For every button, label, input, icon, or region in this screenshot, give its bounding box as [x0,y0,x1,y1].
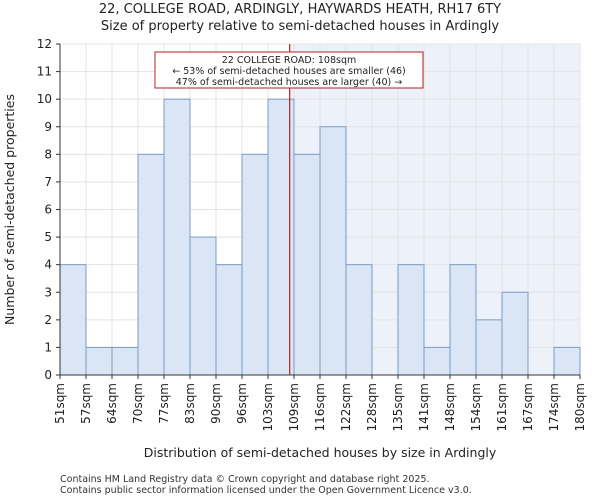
y-tick-label: 1 [44,340,52,354]
footer-line-2: Contains public sector information licen… [60,485,472,496]
y-tick-label: 10 [37,92,52,106]
x-tick-label: 148sqm [443,383,457,431]
x-tick-label: 128sqm [365,383,379,431]
x-tick-label: 141sqm [417,383,431,431]
x-tick-label: 167sqm [521,383,535,431]
histogram-bar [85,346,113,376]
x-axis-title: Distribution of semi-detached houses by … [144,445,497,460]
histogram-bar [449,264,477,376]
histogram-bar [241,153,269,376]
footer-line-1: Contains HM Land Registry data © Crown c… [60,474,430,485]
histogram-bar [319,126,347,376]
histogram-bar [59,264,87,376]
histogram-bar [163,98,191,376]
histogram-bar [111,346,139,376]
chart-title: 22, COLLEGE ROAD, ARDINGLY, HAYWARDS HEA… [98,2,502,17]
annotation-line-3: 47% of semi-detached houses are larger (… [176,77,403,88]
x-tick-label: 77sqm [157,383,171,424]
histogram-bar [553,346,581,376]
x-tick-label: 154sqm [469,383,483,431]
x-tick-label: 51sqm [53,383,67,424]
y-tick-label: 6 [44,203,52,217]
x-tick-label: 57sqm [79,383,93,424]
y-tick-label: 3 [44,285,52,299]
y-tick-label: 5 [44,230,52,244]
y-axis-title: Number of semi-detached properties [2,94,17,325]
y-tick-label: 11 [37,65,52,79]
histogram-bar [345,264,373,376]
x-tick-label: 70sqm [131,383,145,424]
histogram-bar [215,264,243,376]
histogram-bar [397,264,425,376]
histogram-bar [189,236,217,376]
x-tick-label: 103sqm [261,383,275,431]
x-tick-label: 174sqm [547,383,561,431]
y-tick-label: 2 [44,313,52,327]
x-tick-label: 64sqm [105,383,119,424]
annotation-line-2: ← 53% of semi-detached houses are smalle… [172,66,406,77]
x-tick-label: 161sqm [495,383,509,431]
y-tick-label: 12 [37,37,52,51]
y-tick-label: 8 [44,147,52,161]
histogram-bar [475,319,503,376]
x-tick-label: 83sqm [183,383,197,424]
annotation-box [154,51,424,89]
x-tick-label: 96sqm [235,383,249,424]
x-tick-label: 116sqm [313,383,327,431]
annotation-line-1: 22 COLLEGE ROAD: 108sqm [222,55,357,66]
histogram-bar [293,153,321,376]
x-tick-label: 90sqm [209,383,223,424]
y-tick-label: 0 [44,368,52,382]
y-tick-label: 7 [44,175,52,189]
x-tick-label: 122sqm [339,383,353,431]
x-tick-label: 109sqm [287,383,301,431]
histogram-bar [423,346,451,376]
y-tick-label: 4 [44,258,52,272]
histogram-bar [501,291,529,376]
x-tick-label: 135sqm [391,383,405,431]
y-tick-label: 9 [44,120,52,134]
histogram-bar [137,153,165,376]
chart-subtitle: Size of property relative to semi-detach… [100,19,500,34]
x-tick-label: 180sqm [573,383,587,431]
